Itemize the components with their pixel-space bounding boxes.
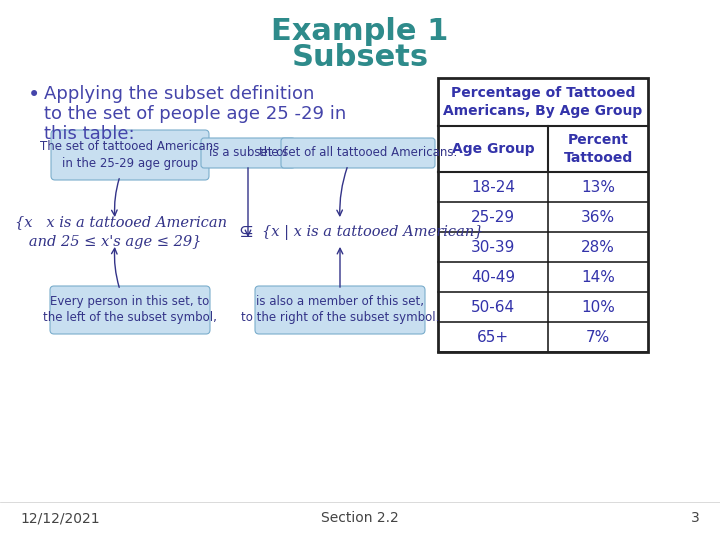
Text: 12/12/2021: 12/12/2021 xyxy=(20,511,99,525)
Text: 28%: 28% xyxy=(581,240,615,254)
Text: Example 1: Example 1 xyxy=(271,17,449,46)
Text: 36%: 36% xyxy=(581,210,615,225)
Text: Applying the subset definition: Applying the subset definition xyxy=(44,85,315,103)
Text: is a subset of: is a subset of xyxy=(209,146,287,159)
Text: this table:: this table: xyxy=(44,125,135,143)
Text: Percentage of Tattooed
Americans, By Age Group: Percentage of Tattooed Americans, By Age… xyxy=(444,86,643,118)
Text: ⊆: ⊆ xyxy=(238,223,253,241)
FancyBboxPatch shape xyxy=(51,130,209,180)
Text: 3: 3 xyxy=(691,511,700,525)
Text: 50-64: 50-64 xyxy=(471,300,515,314)
FancyBboxPatch shape xyxy=(255,286,425,334)
Text: •: • xyxy=(28,85,40,105)
Text: 18-24: 18-24 xyxy=(471,179,515,194)
Text: 7%: 7% xyxy=(586,329,610,345)
FancyBboxPatch shape xyxy=(50,286,210,334)
FancyBboxPatch shape xyxy=(281,138,435,168)
Text: the set of all tattooed Americans.: the set of all tattooed Americans. xyxy=(259,146,457,159)
Text: 10%: 10% xyxy=(581,300,615,314)
Text: Every person in this set, to
the left of the subset symbol,: Every person in this set, to the left of… xyxy=(43,295,217,325)
FancyBboxPatch shape xyxy=(201,138,295,168)
Text: 65+: 65+ xyxy=(477,329,509,345)
Text: 13%: 13% xyxy=(581,179,615,194)
Text: 30-39: 30-39 xyxy=(471,240,516,254)
Text: The set of tattooed Americans
in the 25-29 age group: The set of tattooed Americans in the 25-… xyxy=(40,140,220,170)
Text: Age Group: Age Group xyxy=(451,142,534,156)
Bar xyxy=(438,78,648,352)
Text: is also a member of this set,
to the right of the subset symbol.: is also a member of this set, to the rig… xyxy=(240,295,439,325)
Text: Subsets: Subsets xyxy=(292,44,428,72)
Text: 25-29: 25-29 xyxy=(471,210,515,225)
Text: to the set of people age 25 -29 in: to the set of people age 25 -29 in xyxy=(44,105,346,123)
Text: Percent
Tattooed: Percent Tattooed xyxy=(563,133,633,165)
Text: {x   x is a tattooed American: {x x is a tattooed American xyxy=(15,215,227,229)
Text: 14%: 14% xyxy=(581,269,615,285)
Text: and 25 ≤ x's age ≤ 29}: and 25 ≤ x's age ≤ 29} xyxy=(15,235,202,249)
Text: 40-49: 40-49 xyxy=(471,269,515,285)
Text: Section 2.2: Section 2.2 xyxy=(321,511,399,525)
Text: {x | x is a tattooed American}: {x | x is a tattooed American} xyxy=(262,225,484,240)
